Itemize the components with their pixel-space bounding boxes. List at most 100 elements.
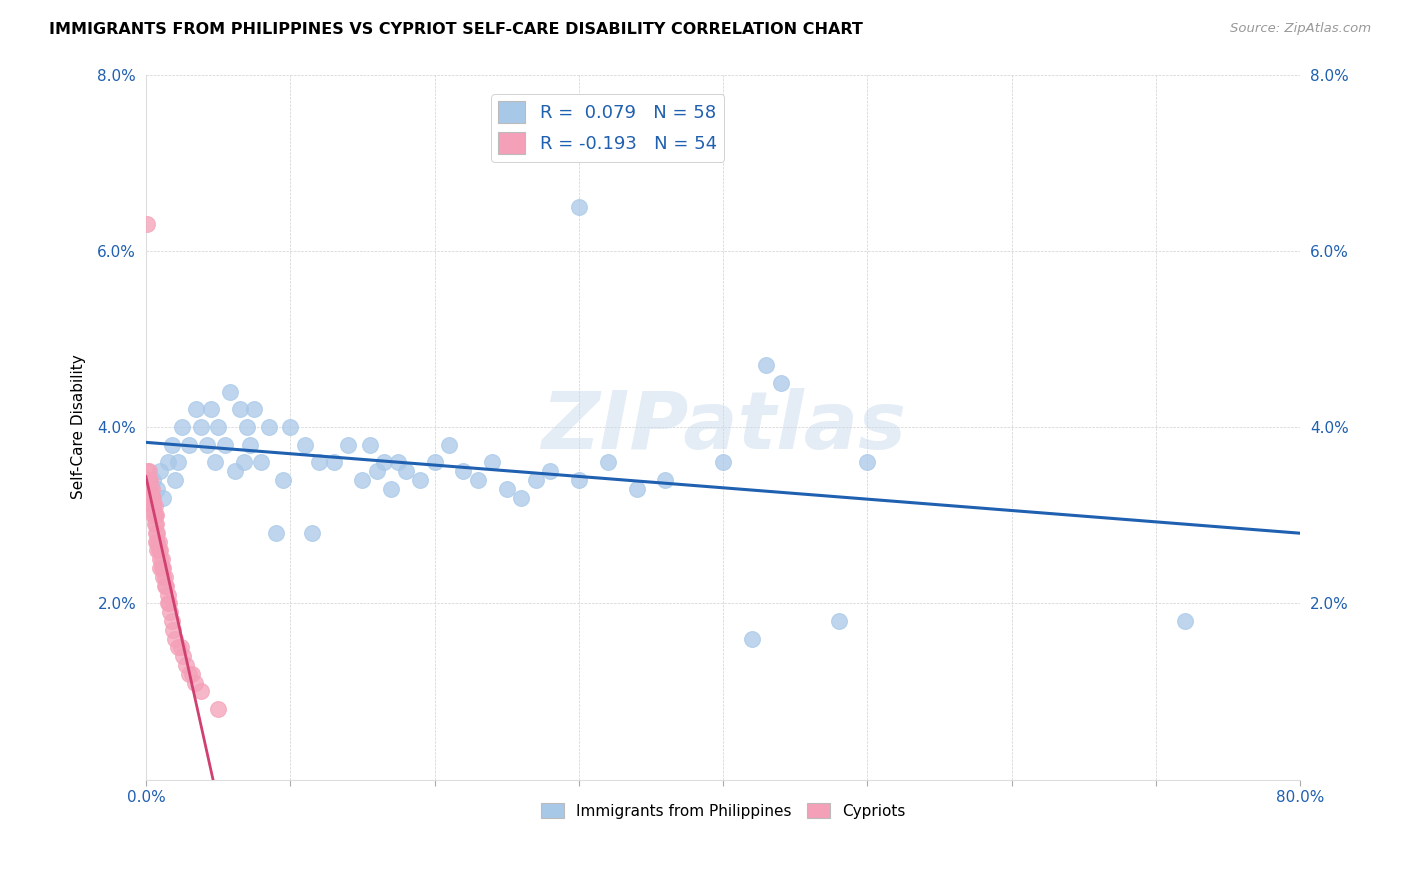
Point: [181, 666, 204, 681]
Point: [143, 508, 166, 523]
Point: [150, 552, 173, 566]
Legend: Immigrants from Philippines, Cypriots: Immigrants from Philippines, Cypriots: [534, 797, 911, 825]
Point: [143, 516, 166, 531]
Point: [139, 473, 162, 487]
Point: [596, 455, 619, 469]
Point: [159, 605, 181, 619]
Point: [142, 473, 165, 487]
Point: [136, 218, 159, 232]
Point: [145, 534, 167, 549]
Point: [149, 552, 172, 566]
Point: [141, 482, 163, 496]
Point: [152, 561, 174, 575]
Point: [755, 359, 778, 373]
Point: [153, 570, 176, 584]
Point: [160, 438, 183, 452]
Point: [395, 464, 418, 478]
Point: [190, 420, 212, 434]
Point: [856, 455, 879, 469]
Point: [156, 455, 179, 469]
Point: [301, 525, 323, 540]
Point: [163, 632, 186, 646]
Point: [150, 561, 173, 575]
Point: [467, 473, 489, 487]
Point: [1174, 614, 1197, 628]
Point: [437, 438, 460, 452]
Point: [157, 596, 180, 610]
Point: [510, 491, 533, 505]
Text: IMMIGRANTS FROM PHILIPPINES VS CYPRIOT SELF-CARE DISABILITY CORRELATION CHART: IMMIGRANTS FROM PHILIPPINES VS CYPRIOT S…: [49, 22, 863, 37]
Point: [352, 473, 374, 487]
Point: [481, 455, 503, 469]
Point: [146, 543, 169, 558]
Point: [654, 473, 676, 487]
Point: [138, 482, 160, 496]
Point: [214, 438, 236, 452]
Point: [136, 464, 159, 478]
Point: [186, 402, 208, 417]
Point: [138, 464, 160, 478]
Point: [257, 420, 280, 434]
Text: ZIPatlas: ZIPatlas: [540, 388, 905, 466]
Point: [204, 455, 226, 469]
Point: [308, 455, 330, 469]
Point: [149, 464, 172, 478]
Point: [366, 464, 388, 478]
Point: [179, 666, 201, 681]
Point: [568, 200, 591, 214]
Point: [827, 614, 849, 628]
Point: [453, 464, 475, 478]
Point: [250, 455, 273, 469]
Point: [387, 455, 409, 469]
Point: [152, 570, 174, 584]
Point: [162, 623, 184, 637]
Point: [229, 402, 252, 417]
Point: [409, 473, 432, 487]
Point: [155, 579, 177, 593]
Point: [380, 482, 402, 496]
Point: [278, 420, 301, 434]
Point: [423, 455, 446, 469]
Point: [152, 491, 174, 505]
Point: [538, 464, 561, 478]
Point: [336, 438, 359, 452]
Point: [769, 376, 792, 390]
Point: [148, 543, 170, 558]
Point: [160, 614, 183, 628]
Point: [149, 543, 172, 558]
Point: [236, 420, 259, 434]
Point: [243, 402, 266, 417]
Point: [142, 491, 165, 505]
Point: [146, 482, 169, 496]
Point: [145, 525, 167, 540]
Point: [626, 482, 648, 496]
Point: [166, 640, 188, 655]
Point: [224, 464, 246, 478]
Point: [495, 482, 517, 496]
Point: [524, 473, 547, 487]
Point: [146, 525, 169, 540]
Y-axis label: Self-Care Disability: Self-Care Disability: [72, 355, 86, 500]
Point: [139, 482, 162, 496]
Point: [741, 632, 763, 646]
Text: Source: ZipAtlas.com: Source: ZipAtlas.com: [1230, 22, 1371, 36]
Point: [233, 455, 256, 469]
Point: [145, 516, 167, 531]
Point: [149, 561, 172, 575]
Point: [711, 455, 734, 469]
Point: [142, 500, 165, 514]
Point: [156, 596, 179, 610]
Point: [373, 455, 395, 469]
Point: [145, 508, 167, 523]
Point: [166, 455, 188, 469]
Point: [359, 438, 381, 452]
Point: [142, 500, 165, 514]
Point: [239, 438, 262, 452]
Point: [138, 473, 160, 487]
Point: [264, 525, 287, 540]
Point: [146, 534, 169, 549]
Point: [195, 438, 218, 452]
Point: [153, 579, 176, 593]
Point: [142, 508, 165, 523]
Point: [179, 438, 201, 452]
